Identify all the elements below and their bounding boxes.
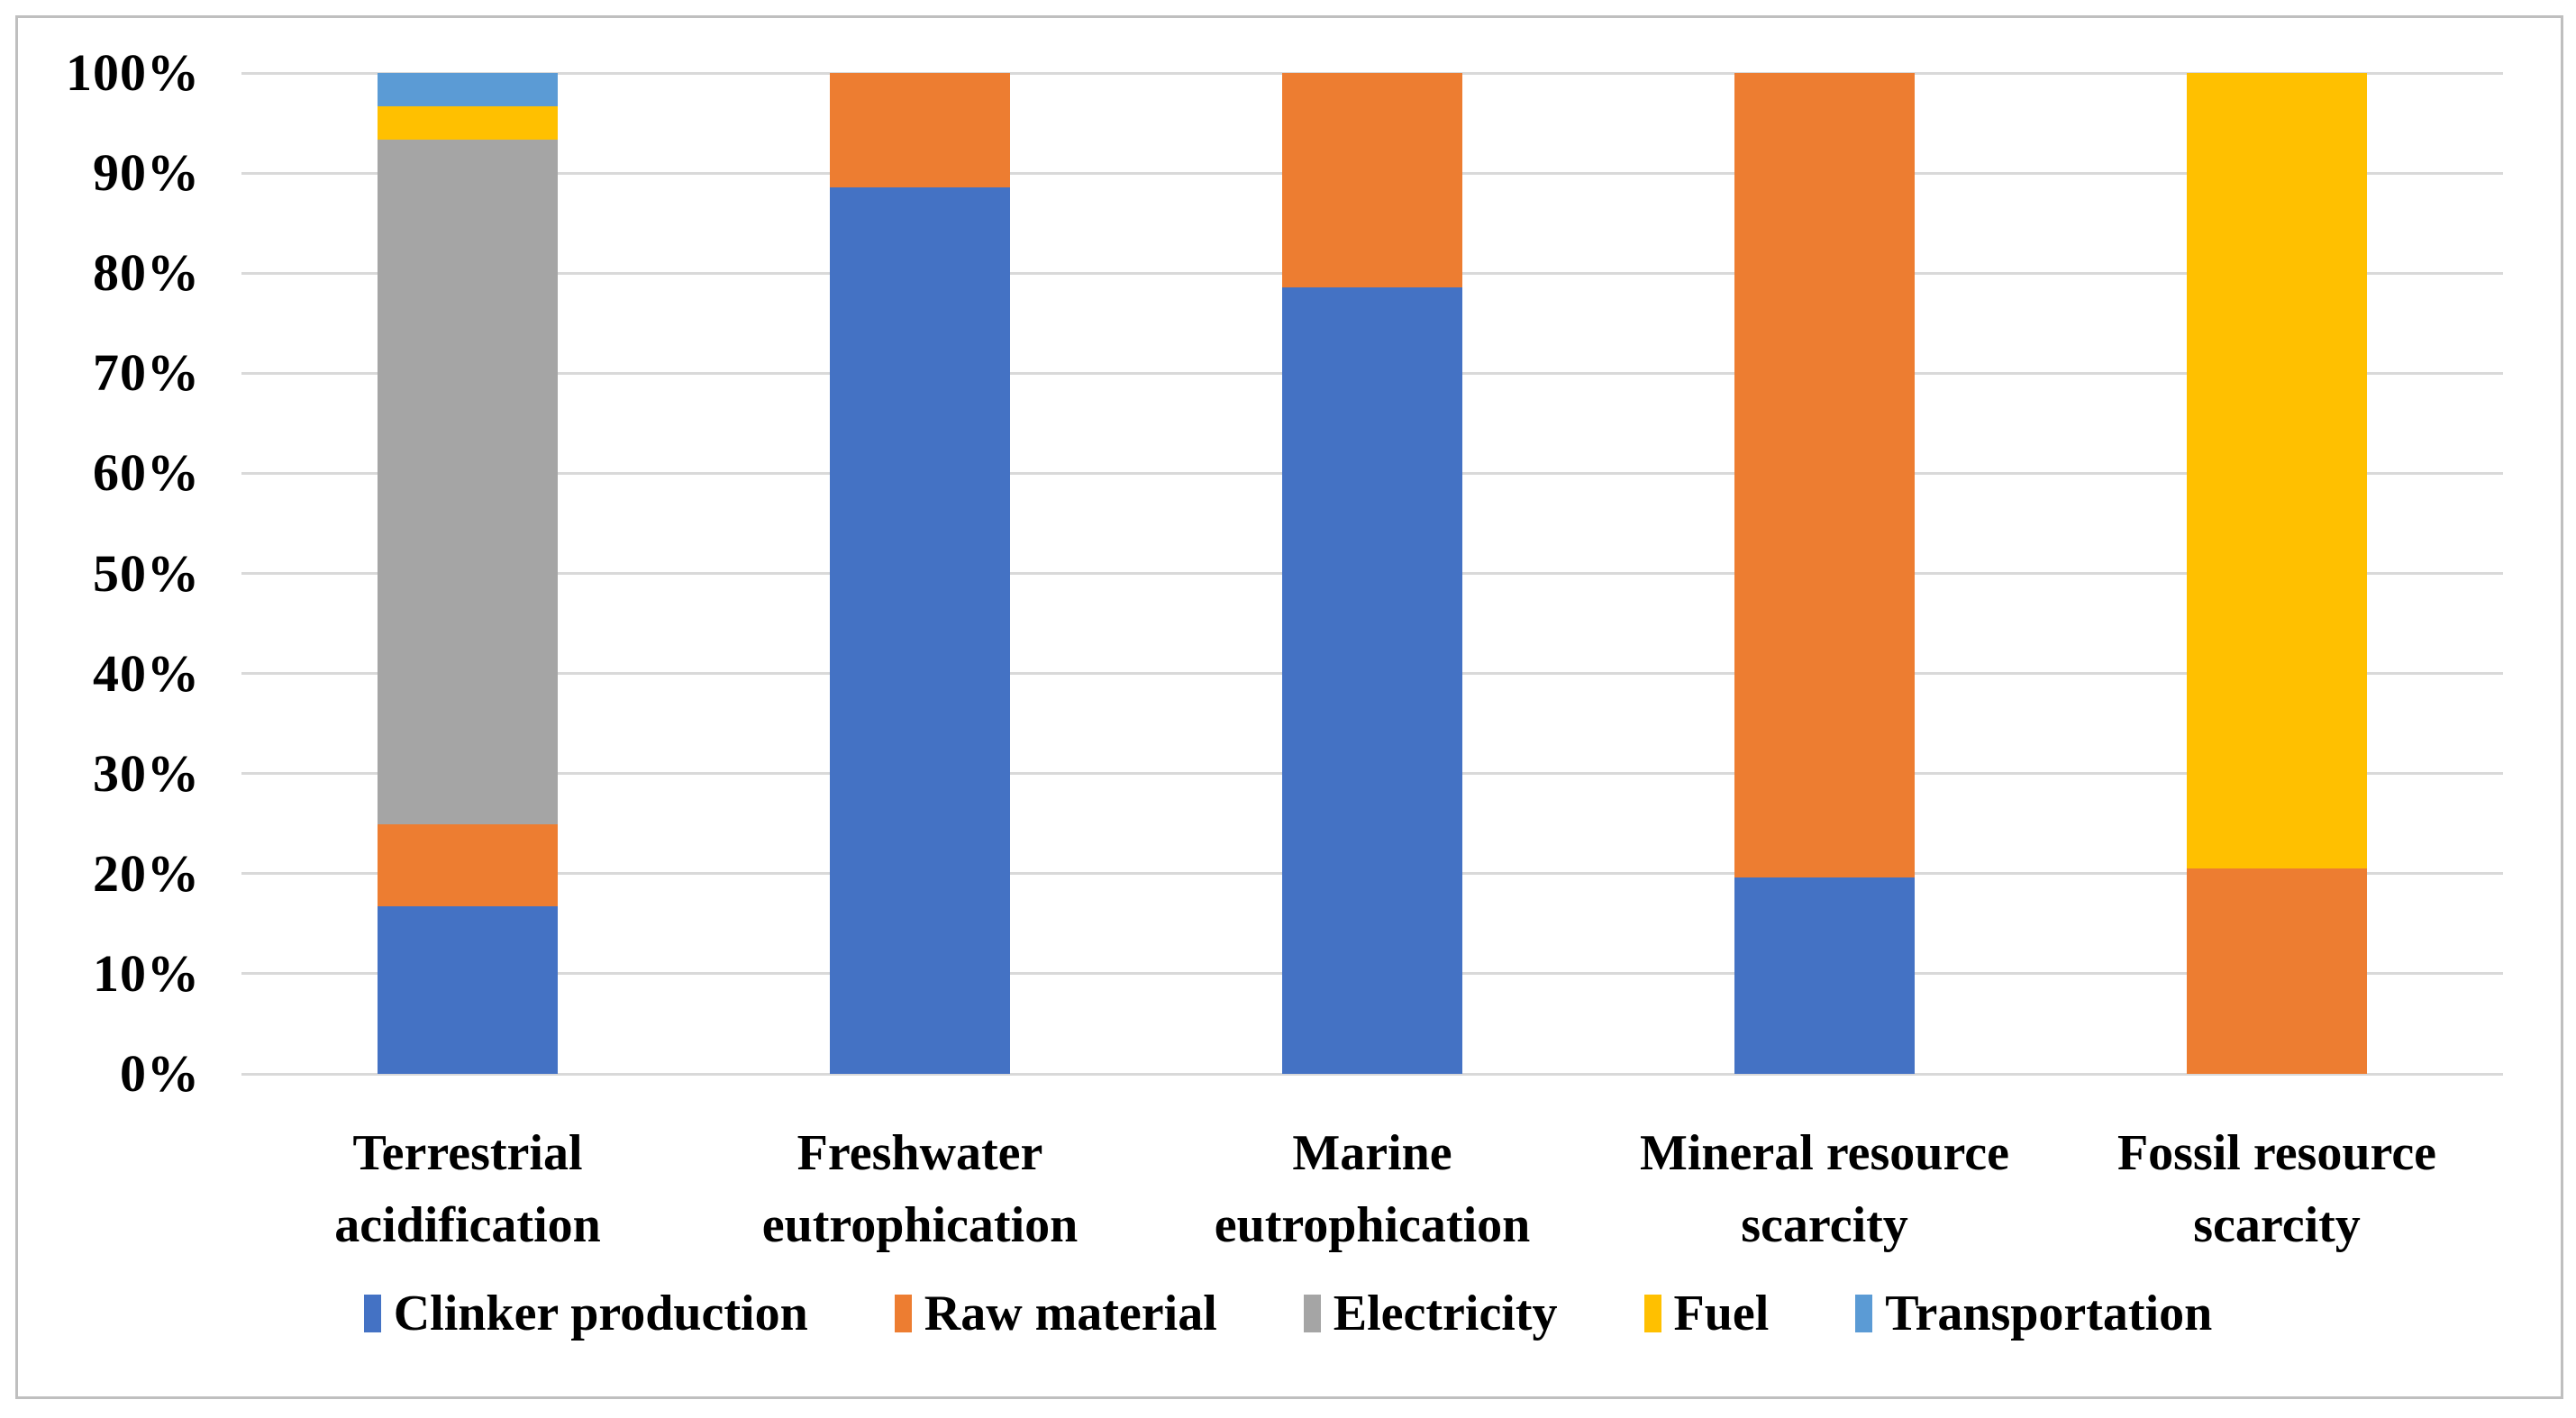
- legend-marker-icon: [363, 1295, 381, 1332]
- legend: Clinker production Raw material Electricit…: [0, 1277, 2576, 1350]
- y-axis-tick-label: 80%: [93, 243, 200, 303]
- y-axis-tick-label: 30%: [93, 743, 200, 803]
- legend-label: Fuel: [1673, 1286, 1770, 1341]
- category-label-line: Terrestrial: [352, 1125, 583, 1181]
- category-label: Terrestrial acidification: [214, 1117, 721, 1261]
- category-label-line: Freshwater: [796, 1125, 1043, 1181]
- legend-item-transportation: Transportation: [1855, 1277, 2212, 1350]
- y-axis-tick-label: 10%: [93, 943, 200, 1003]
- category-label: Marine eutrophication: [1119, 1117, 1625, 1261]
- y-axis-tick-label: 0%: [120, 1044, 200, 1103]
- legend-item-electricity: Electricity: [1303, 1277, 1558, 1350]
- category-label-line: Marine: [1292, 1125, 1452, 1181]
- category-label-line: Mineral resource: [1639, 1125, 2010, 1181]
- bar-segment-raw-material: [1282, 73, 1462, 287]
- legend-label: Clinker production: [393, 1286, 808, 1341]
- legend-marker-icon: [1643, 1295, 1661, 1332]
- bar-segment-clinker-production: [830, 186, 1010, 1074]
- legend-label: Raw material: [924, 1286, 1217, 1341]
- bar-segment-clinker-production: [1282, 286, 1462, 1074]
- legend-marker-icon: [894, 1295, 912, 1332]
- category-label-line: scarcity: [2193, 1197, 2361, 1253]
- legend-label: Electricity: [1333, 1286, 1558, 1341]
- category-label-line: eutrophication: [761, 1197, 1079, 1253]
- legend-item-fuel: Fuel: [1643, 1277, 1770, 1350]
- bar-segment-clinker-production: [378, 906, 558, 1074]
- legend-marker-icon: [1855, 1295, 1873, 1332]
- bar-segment-transportation: [378, 73, 558, 106]
- legend-item-clinker-production: Clinker production: [363, 1277, 808, 1350]
- y-axis-tick-label: 60%: [93, 443, 200, 503]
- legend-marker-icon: [1303, 1295, 1321, 1332]
- category-label: Freshwater eutrophication: [667, 1117, 1173, 1261]
- legend-label: Transportation: [1885, 1286, 2213, 1341]
- category-label: Mineral resource scarcity: [1571, 1117, 2078, 1261]
- category-label-line: scarcity: [1741, 1197, 1908, 1253]
- y-axis-tick-label: 40%: [93, 643, 200, 703]
- y-axis-tick-label: 90%: [93, 143, 200, 203]
- bar-segment-clinker-production: [1734, 877, 1915, 1074]
- bar-segment-raw-material: [1734, 73, 1915, 878]
- bar-segment-electricity: [378, 140, 558, 825]
- bar-segment-raw-material: [830, 73, 1010, 187]
- bar-segment-fuel: [378, 105, 558, 141]
- category-label-line: acidification: [334, 1197, 601, 1253]
- y-axis-tick-label: 20%: [93, 843, 200, 903]
- category-label-line: Fossil resource: [2116, 1125, 2437, 1181]
- bar-segment-fuel: [2187, 73, 2367, 869]
- gridline: [241, 1072, 2503, 1076]
- bar-segment-raw-material: [2187, 868, 2367, 1074]
- bar-segment-raw-material: [378, 824, 558, 907]
- y-axis-tick-label: 100%: [66, 43, 200, 102]
- category-label-line: eutrophication: [1214, 1197, 1531, 1253]
- y-axis-tick-label: 70%: [93, 343, 200, 403]
- legend-item-raw-material: Raw material: [894, 1277, 1217, 1350]
- y-axis-tick-label: 50%: [93, 543, 200, 603]
- category-label: Fossil resource scarcity: [2024, 1117, 2530, 1261]
